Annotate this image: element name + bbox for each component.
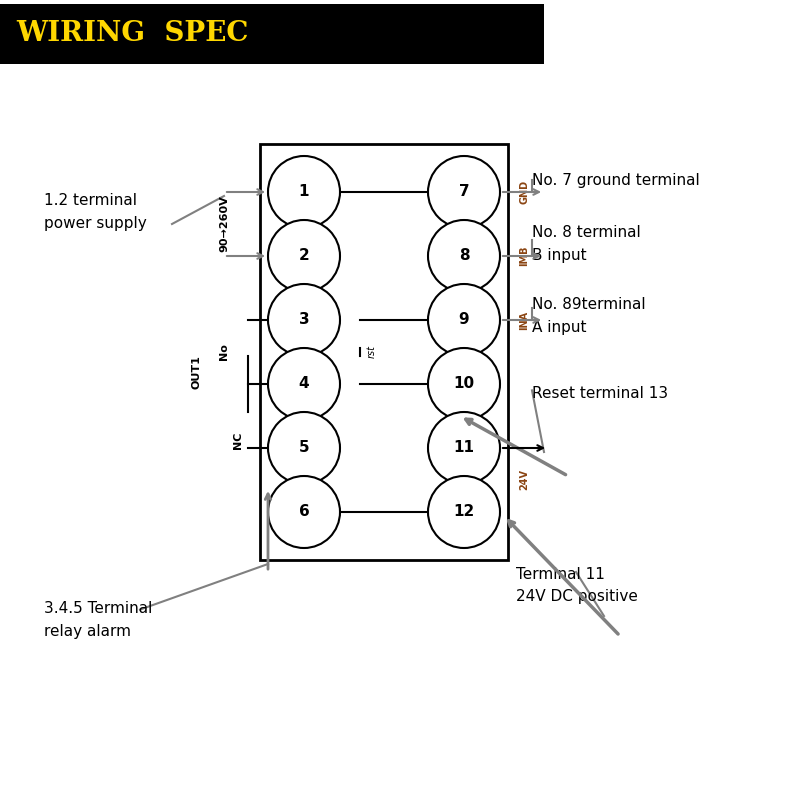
Circle shape bbox=[268, 348, 340, 420]
Text: No: No bbox=[219, 343, 229, 361]
Text: 90→260V: 90→260V bbox=[219, 196, 229, 252]
Text: 2: 2 bbox=[298, 249, 310, 263]
Bar bbox=[260, 144, 508, 560]
Circle shape bbox=[428, 156, 500, 228]
Text: 6: 6 bbox=[298, 505, 310, 519]
Text: Reset terminal 13: Reset terminal 13 bbox=[532, 386, 668, 401]
Circle shape bbox=[428, 220, 500, 292]
Circle shape bbox=[268, 284, 340, 356]
Circle shape bbox=[268, 220, 340, 292]
Circle shape bbox=[268, 156, 340, 228]
Text: 12: 12 bbox=[454, 505, 474, 519]
Circle shape bbox=[428, 412, 500, 484]
Text: Terminal 11
24V DC positive: Terminal 11 24V DC positive bbox=[516, 567, 638, 604]
Text: 1: 1 bbox=[298, 185, 310, 199]
Circle shape bbox=[428, 284, 500, 356]
Text: 5: 5 bbox=[298, 441, 310, 455]
Text: NC: NC bbox=[233, 431, 242, 449]
Text: 10: 10 bbox=[454, 377, 474, 391]
Text: INA: INA bbox=[519, 310, 529, 330]
Text: 4: 4 bbox=[298, 377, 310, 391]
Text: OUT1: OUT1 bbox=[191, 355, 201, 389]
Text: 3.4.5 Terminal
relay alarm: 3.4.5 Terminal relay alarm bbox=[44, 602, 152, 638]
Circle shape bbox=[268, 412, 340, 484]
Text: No. 7 ground terminal: No. 7 ground terminal bbox=[532, 173, 700, 187]
Text: 1.2 terminal
power supply: 1.2 terminal power supply bbox=[44, 194, 146, 230]
Circle shape bbox=[268, 476, 340, 548]
Text: 24V: 24V bbox=[519, 470, 529, 490]
Text: WIRING  SPEC: WIRING SPEC bbox=[16, 20, 248, 47]
Text: 9: 9 bbox=[458, 313, 470, 327]
Text: No. 89terminal
A input: No. 89terminal A input bbox=[532, 298, 646, 334]
Text: IMB: IMB bbox=[519, 246, 529, 266]
Text: 3: 3 bbox=[298, 313, 310, 327]
FancyBboxPatch shape bbox=[0, 4, 544, 64]
Text: No. 8 terminal
B input: No. 8 terminal B input bbox=[532, 226, 641, 262]
Text: rst: rst bbox=[367, 346, 377, 358]
Circle shape bbox=[428, 476, 500, 548]
Text: 8: 8 bbox=[458, 249, 470, 263]
Text: 11: 11 bbox=[454, 441, 474, 455]
Text: 7: 7 bbox=[458, 185, 470, 199]
Text: GND: GND bbox=[519, 180, 529, 204]
Circle shape bbox=[428, 348, 500, 420]
